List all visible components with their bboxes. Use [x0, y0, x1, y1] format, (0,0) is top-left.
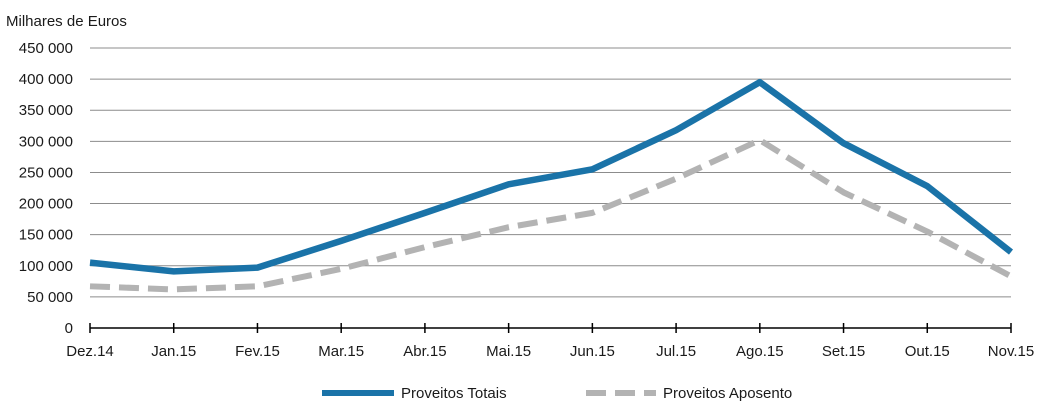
- series-lines: [89, 78, 1014, 293]
- x-tick-label: Fev.15: [235, 343, 280, 360]
- x-tick-label: Jan.15: [151, 343, 196, 360]
- x-tick-label: Abr.15: [403, 343, 446, 360]
- x-tick-labels: Dez.14 Jan.15 Fev.15 Mar.15 Abr.15 Mai.15 Jun.…: [66, 343, 1034, 360]
- x-tick-label: Dez.14: [66, 343, 114, 360]
- y-tick-label: 50 000: [27, 289, 73, 306]
- series-line-proveitos-totais: [89, 78, 1014, 275]
- y-tick-label: 300 000: [19, 133, 73, 150]
- y-tick-label: 200 000: [19, 196, 73, 213]
- x-tick-label: Jun.15: [570, 343, 615, 360]
- x-tick-label: Jul.15: [656, 343, 696, 360]
- x-tick-label: Ago.15: [736, 343, 784, 360]
- x-tick-label: Set.15: [822, 343, 865, 360]
- x-tick-label: Mai.15: [486, 343, 531, 360]
- y-tick-label: 0: [65, 320, 73, 337]
- y-axis-label: Milhares de Euros: [6, 13, 127, 30]
- y-tick-label: 100 000: [19, 258, 73, 275]
- y-tick-label: 400 000: [19, 71, 73, 88]
- legend-label-proveitos-totais: Proveitos Totais: [401, 385, 507, 402]
- x-axis: [89, 323, 1012, 333]
- legend: Proveitos Totais Proveitos Aposento: [322, 385, 792, 402]
- x-tick-label: Out.15: [905, 343, 950, 360]
- y-tick-label: 450 000: [19, 40, 73, 57]
- x-tick-label: Mar.15: [318, 343, 364, 360]
- legend-label-proveitos-aposento: Proveitos Aposento: [663, 385, 792, 402]
- x-tick-label: Nov.15: [988, 343, 1034, 360]
- y-tick-labels: 0 50 000 100 000 150 000 200 000 250 000 300 0…: [19, 40, 73, 337]
- y-tick-label: 150 000: [19, 227, 73, 244]
- y-tick-label: 350 000: [19, 102, 73, 119]
- y-tick-label: 250 000: [19, 164, 73, 181]
- series-line-proveitos-aposento: [89, 137, 1013, 293]
- gridlines: [90, 47, 1011, 298]
